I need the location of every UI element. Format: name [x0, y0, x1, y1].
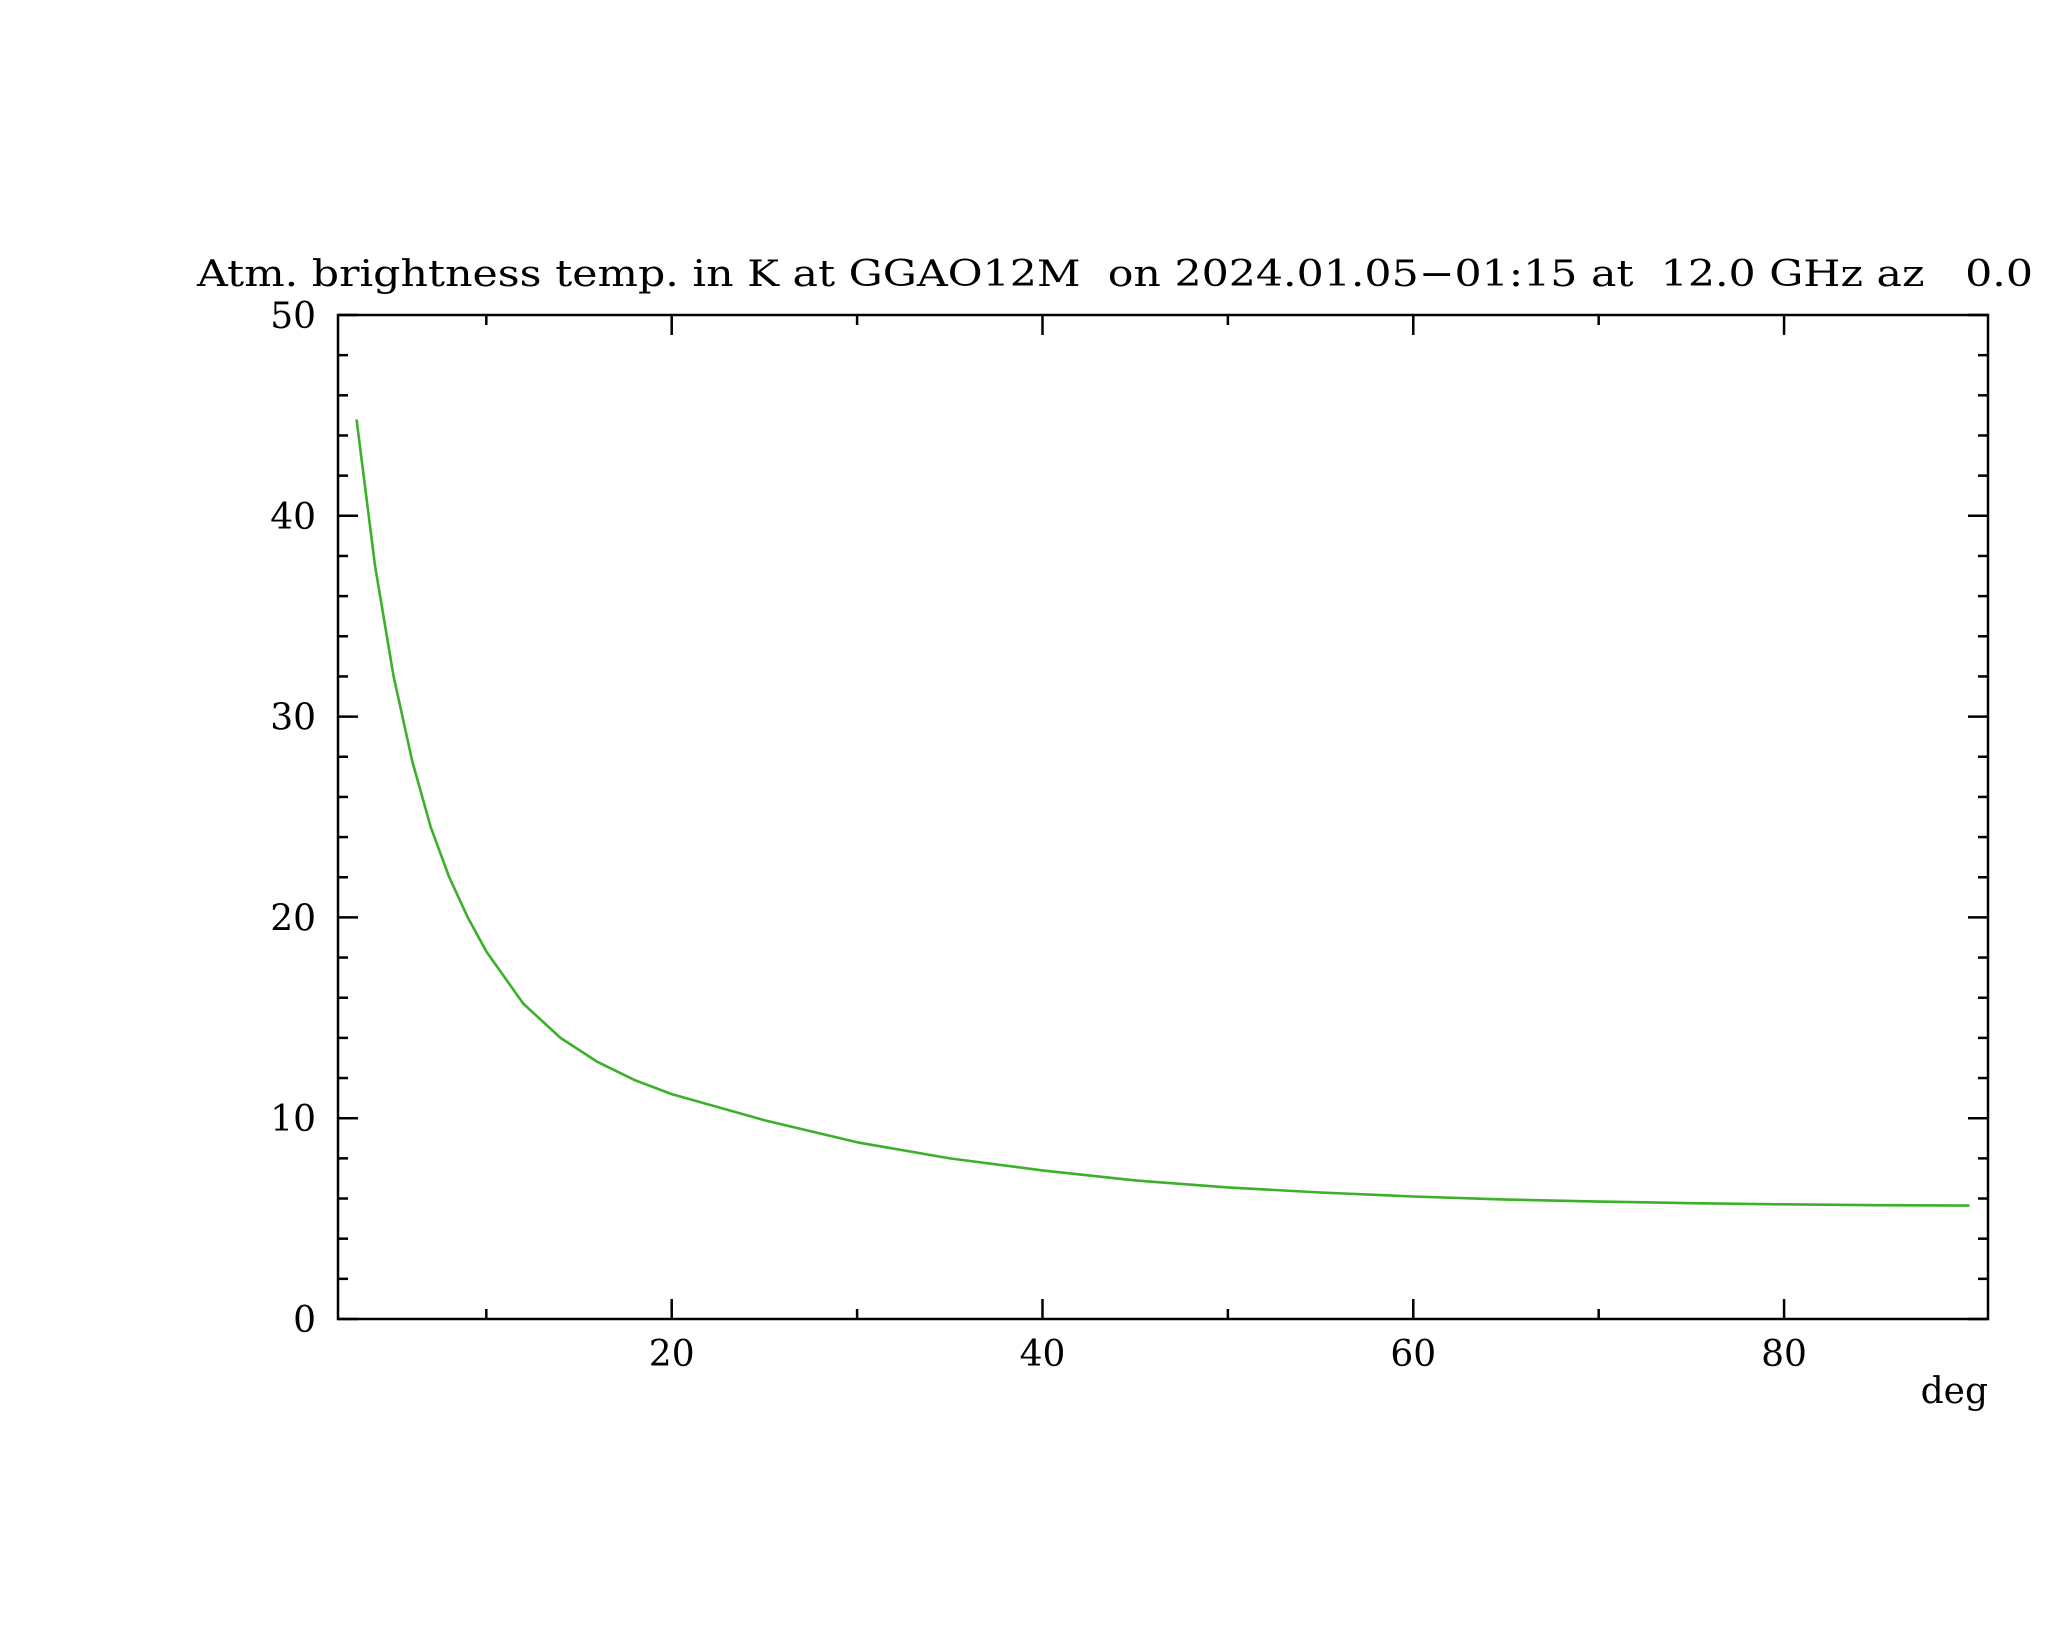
y-tick-label: 0: [293, 1300, 316, 1341]
chart-title: Atm. brightness temp. in K at GGAO12M on…: [196, 254, 2033, 295]
y-tick-label: 30: [270, 698, 316, 739]
y-tick-label: 50: [270, 296, 316, 337]
plot-frame: [336, 313, 1990, 1321]
x-tick-label: 40: [1020, 1334, 1066, 1375]
y-tick-label: 20: [270, 898, 316, 939]
x-tick-label: 80: [1761, 1334, 1807, 1375]
x-axis-label: deg: [1921, 1371, 1988, 1412]
y-tick-label: 40: [270, 497, 316, 538]
x-tick-label: 60: [1390, 1334, 1436, 1375]
x-tick-label: 20: [649, 1334, 695, 1375]
data-line: [355, 419, 1970, 1207]
y-tick-label: 10: [270, 1099, 316, 1140]
